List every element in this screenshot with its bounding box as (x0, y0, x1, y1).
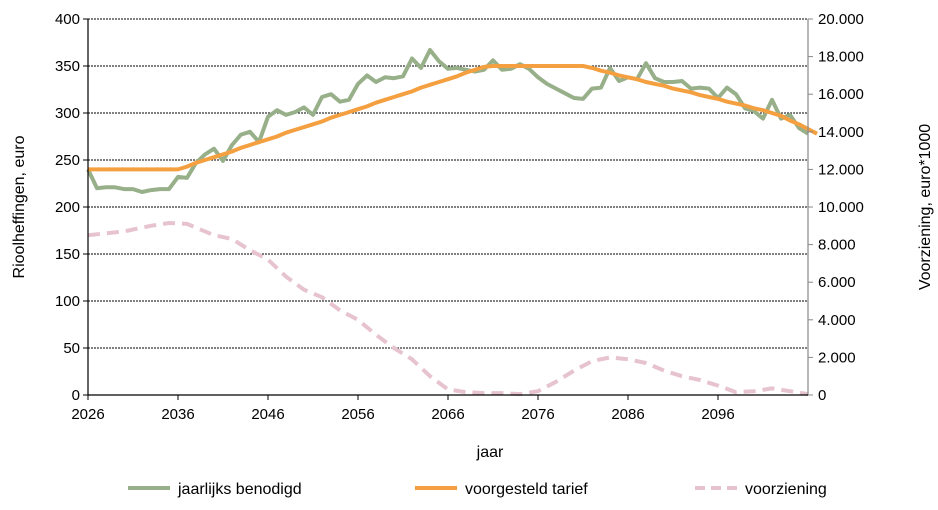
y-tick-label: 400 (55, 11, 80, 28)
x-tick-label: 2026 (71, 406, 104, 423)
axes (83, 18, 813, 400)
y2-axis-label: Voorziening, euro*1000 (917, 124, 934, 290)
x-tick-label: 2066 (431, 406, 464, 423)
series-jaarlijks-benodigd (86, 48, 810, 194)
x-tick-label: 2086 (611, 406, 644, 423)
y-tick-label: 250 (55, 152, 80, 169)
legend-label: voorgesteld tarief (465, 481, 588, 498)
y2-tick-label: 6.000 (818, 274, 856, 291)
y-tick-label: 200 (55, 199, 80, 216)
series-voorziening (87, 221, 809, 397)
y2-tick-label: 14.000 (818, 124, 864, 141)
y-tick-label: 100 (55, 293, 80, 310)
y-tick-label: 300 (55, 105, 80, 122)
x-tick-label: 2046 (251, 406, 284, 423)
series-lines (86, 48, 818, 397)
series-voorgesteld-tarief (88, 64, 818, 172)
y2-tick-label: 4.000 (818, 312, 856, 329)
y2-tick-label: 0 (818, 387, 826, 404)
y2-tick-label: 16.000 (818, 86, 864, 103)
y2-tick-label: 12.000 (818, 161, 864, 178)
legend-label: voorziening (745, 481, 827, 498)
y-tick-label: 150 (55, 246, 80, 263)
y-tick-label: 0 (72, 387, 80, 404)
x-tick-label: 2076 (521, 406, 554, 423)
y2-tick-label: 2.000 (818, 349, 856, 366)
x-tick-label: 2096 (701, 406, 734, 423)
y2-tick-label: 10.000 (818, 199, 864, 216)
legend-item: jaarlijks benodigd (128, 481, 302, 498)
legend-item: voorziening (695, 481, 827, 498)
y2-tick-label: 18.000 (818, 49, 864, 66)
y-axis-label: Rioolheffingen, euro (11, 135, 28, 278)
x-tick-label: 2036 (161, 406, 194, 423)
y-tick-label: 350 (55, 58, 80, 75)
legend-item: voorgesteld tarief (415, 481, 588, 498)
legend: jaarlijks benodigd voorgesteld tarief voor… (128, 481, 827, 498)
y-tick-label: 50 (63, 340, 80, 357)
y2-tick-label: 20.000 (818, 11, 864, 28)
x-axis-label: jaar (476, 444, 504, 461)
x-tick-label: 2056 (341, 406, 374, 423)
y2-tick-label: 8.000 (818, 237, 856, 254)
tick-labels: 0 50 100 150 200 250 300 350 400 0 2.000 4.000 6.000… (55, 11, 864, 423)
legend-label: jaarlijks benodigd (177, 481, 302, 498)
